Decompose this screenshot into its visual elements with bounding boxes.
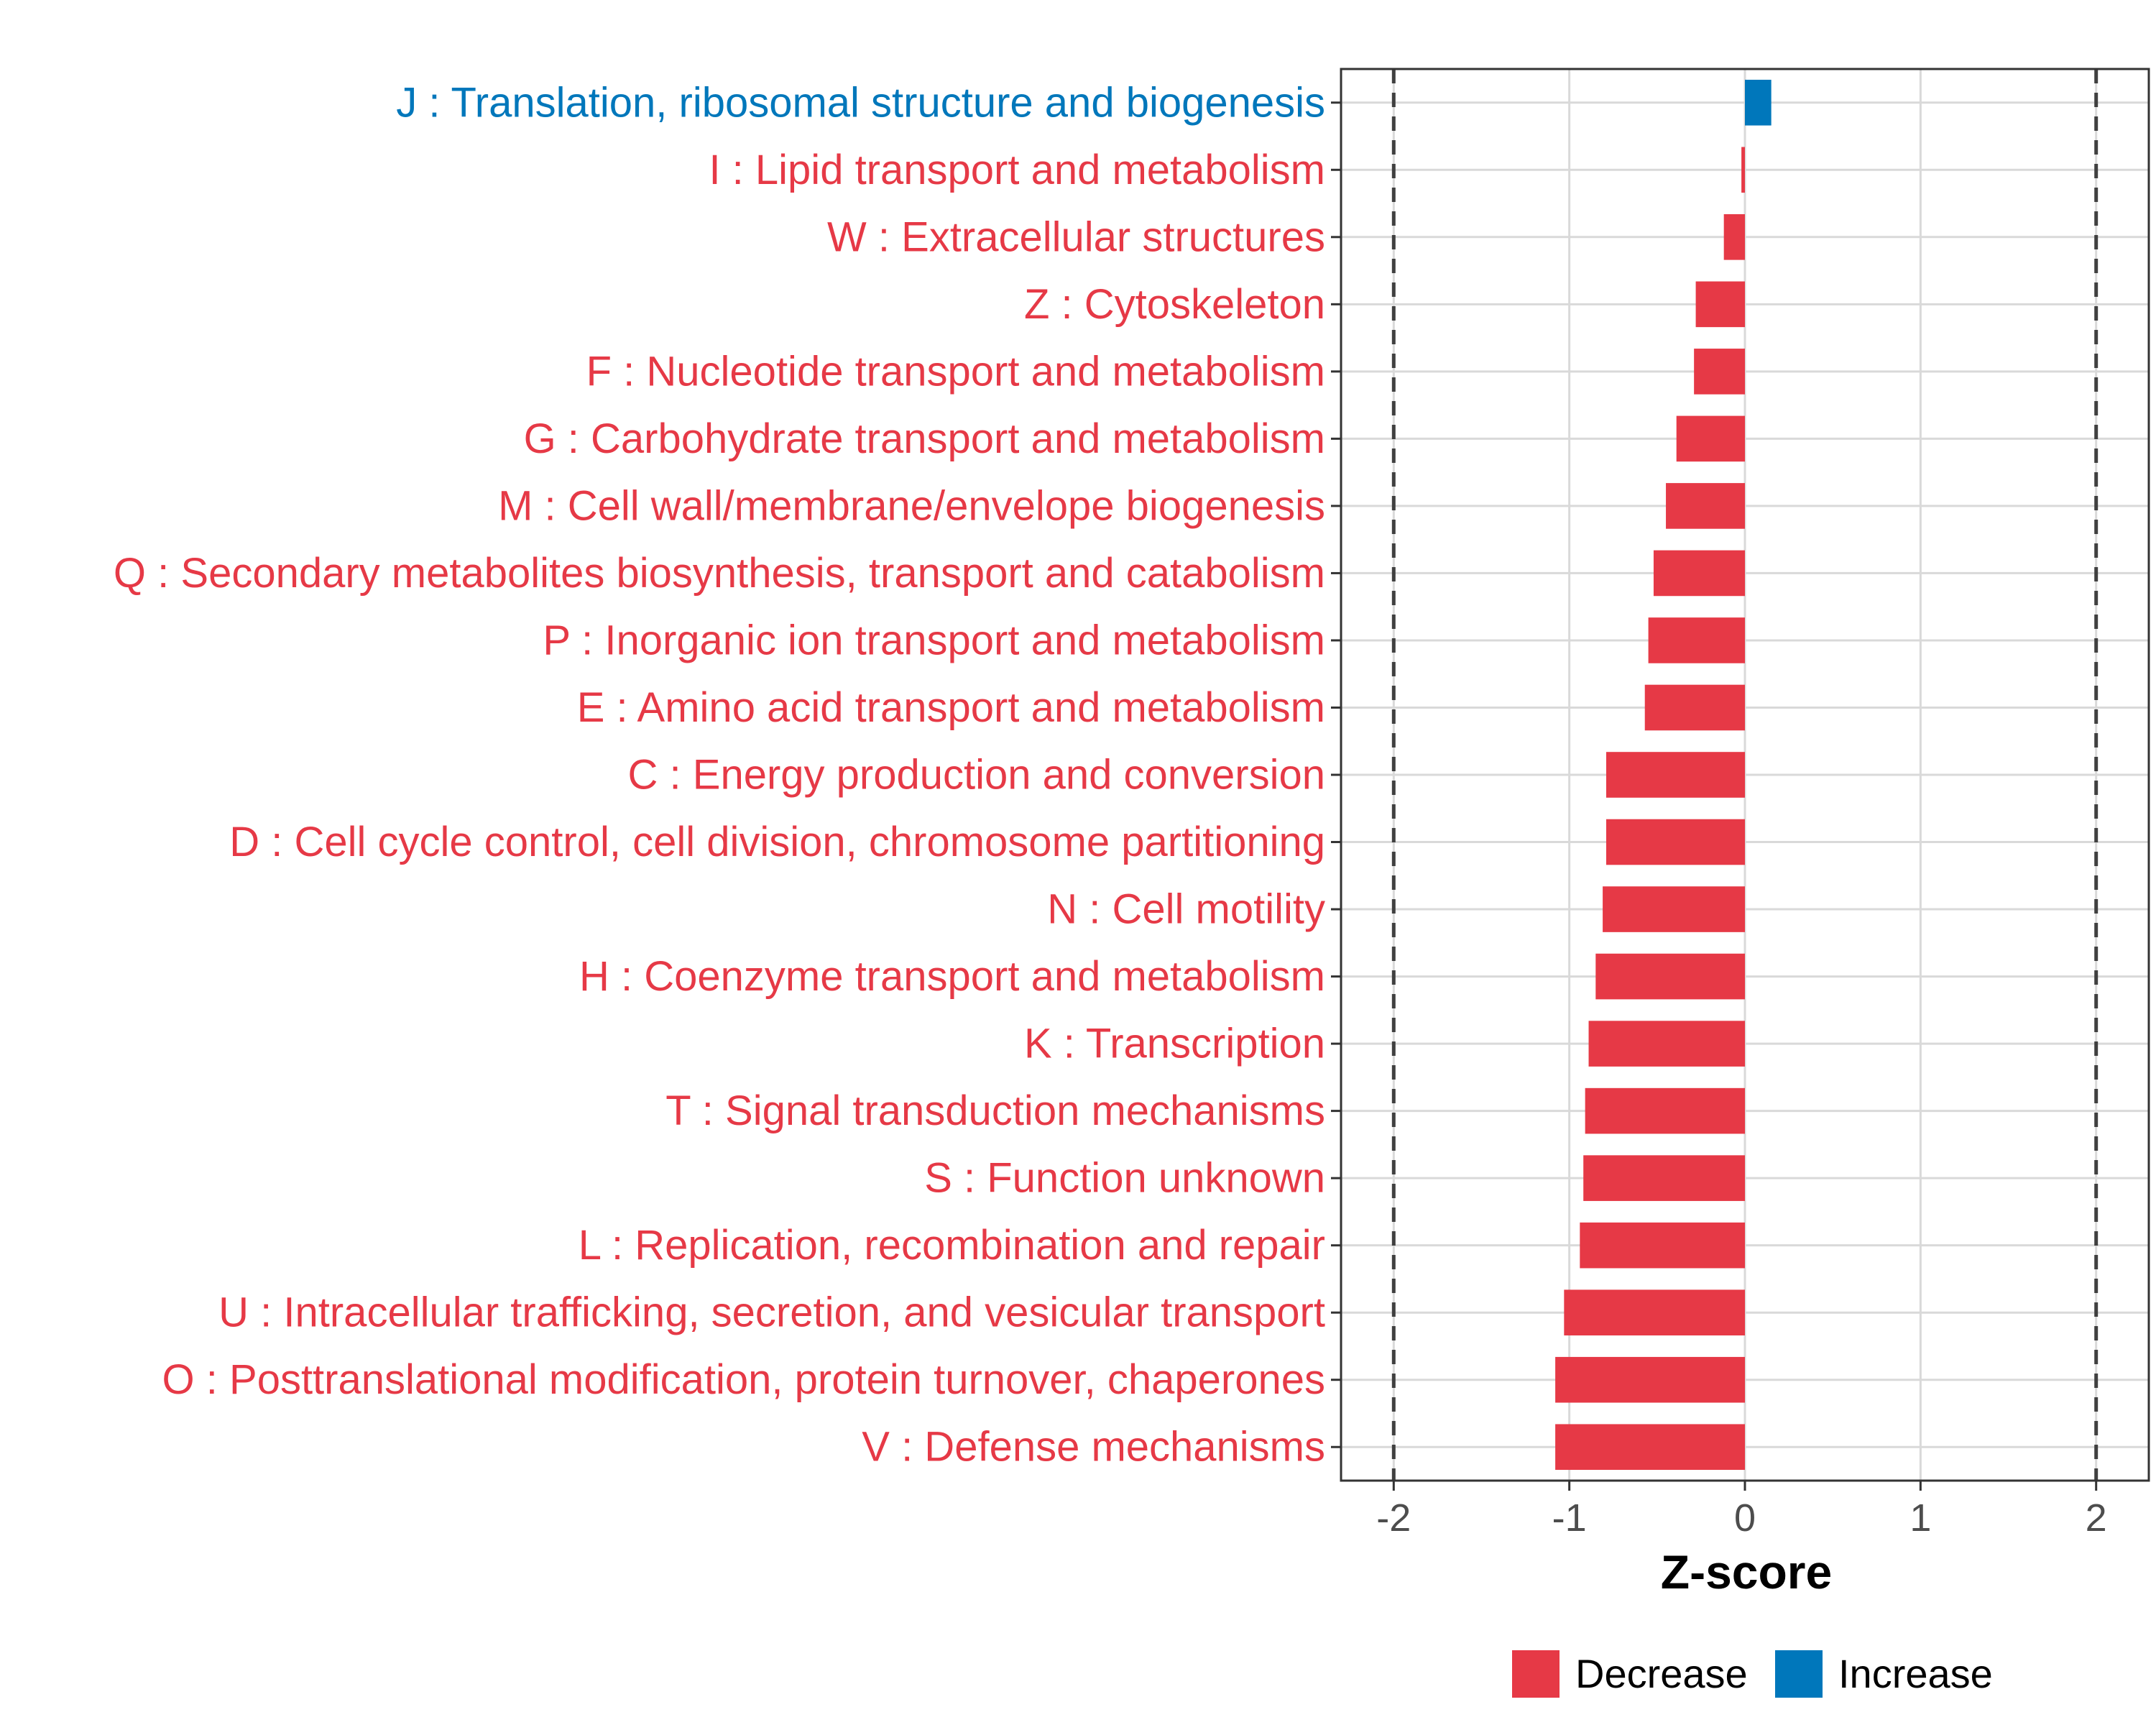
bar [1555,1356,1745,1403]
bar [1745,79,1772,126]
x-axis-ticks: -2 -1 0 1 2 [1376,1481,2107,1540]
category-label: P : Inorganic ion transport and metaboli… [543,617,1325,663]
category-label: O : Posttranslational modification, prot… [162,1356,1325,1403]
bar [1694,349,1745,395]
bar [1585,1087,1745,1134]
bar [1741,147,1745,193]
category-label: N : Cell motility [1047,886,1325,933]
category-label: T : Signal transduction mechanisms [665,1087,1325,1134]
legend-swatch-increase [1775,1650,1823,1698]
x-tick-label: 1 [1909,1496,1931,1540]
bar [1676,415,1745,462]
legend-label-increase: Increase [1838,1651,1993,1696]
category-label: D : Cell cycle control, cell division, c… [229,819,1325,865]
category-label: V : Defense mechanisms [862,1424,1325,1471]
bar [1595,953,1745,1000]
bar [1564,1289,1745,1335]
category-label: Z : Cytoskeleton [1024,281,1325,328]
bar [1606,819,1745,865]
bar [1653,550,1745,597]
x-axis-title: Z-score [1661,1545,1832,1598]
category-label: G : Carbohydrate transport and metabolis… [524,415,1325,462]
bar-layer [1555,79,1772,1471]
x-tick-label: -1 [1552,1496,1587,1540]
category-labels: J : Translation, ribosomal structure and… [114,79,1325,1470]
category-label: M : Cell wall/membrane/envelope biogenes… [498,482,1325,529]
bar [1588,1021,1745,1067]
bar [1695,281,1745,328]
y-tick-marks [1331,101,1341,1448]
category-label: J : Translation, ribosomal structure and… [396,79,1325,126]
category-label: K : Transcription [1024,1021,1325,1067]
category-label: Q : Secondary metabolites biosynthesis, … [114,550,1325,597]
bar [1583,1155,1745,1201]
category-label: S : Function unknown [924,1155,1325,1202]
x-tick-label: 0 [1734,1496,1756,1540]
category-label: C : Energy production and conversion [628,752,1325,799]
bar [1555,1424,1745,1471]
x-tick-label: -2 [1376,1496,1411,1540]
category-label: F : Nucleotide transport and metabolism [586,348,1325,395]
category-label: L : Replication, recombination and repai… [579,1222,1325,1269]
x-tick-label: 2 [2086,1496,2107,1540]
legend-swatch-decrease [1512,1650,1560,1698]
bar [1648,617,1745,663]
bar [1723,214,1745,260]
category-label: H : Coenzyme transport and metabolism [579,953,1325,1000]
category-label: I : Lipid transport and metabolism [709,147,1325,193]
legend-label-decrease: Decrease [1575,1651,1748,1696]
category-label: W : Extracellular structures [827,213,1325,260]
bar [1644,684,1745,731]
bar [1603,886,1745,932]
bar [1580,1222,1745,1269]
bar [1606,752,1745,798]
category-label: E : Amino acid transport and metabolism [577,684,1325,731]
legend: Decrease Increase [1512,1650,1993,1698]
category-label: U : Intracellular trafficking, secretion… [218,1289,1325,1336]
threshold-layer [1391,69,2099,1481]
bar [1666,483,1745,529]
